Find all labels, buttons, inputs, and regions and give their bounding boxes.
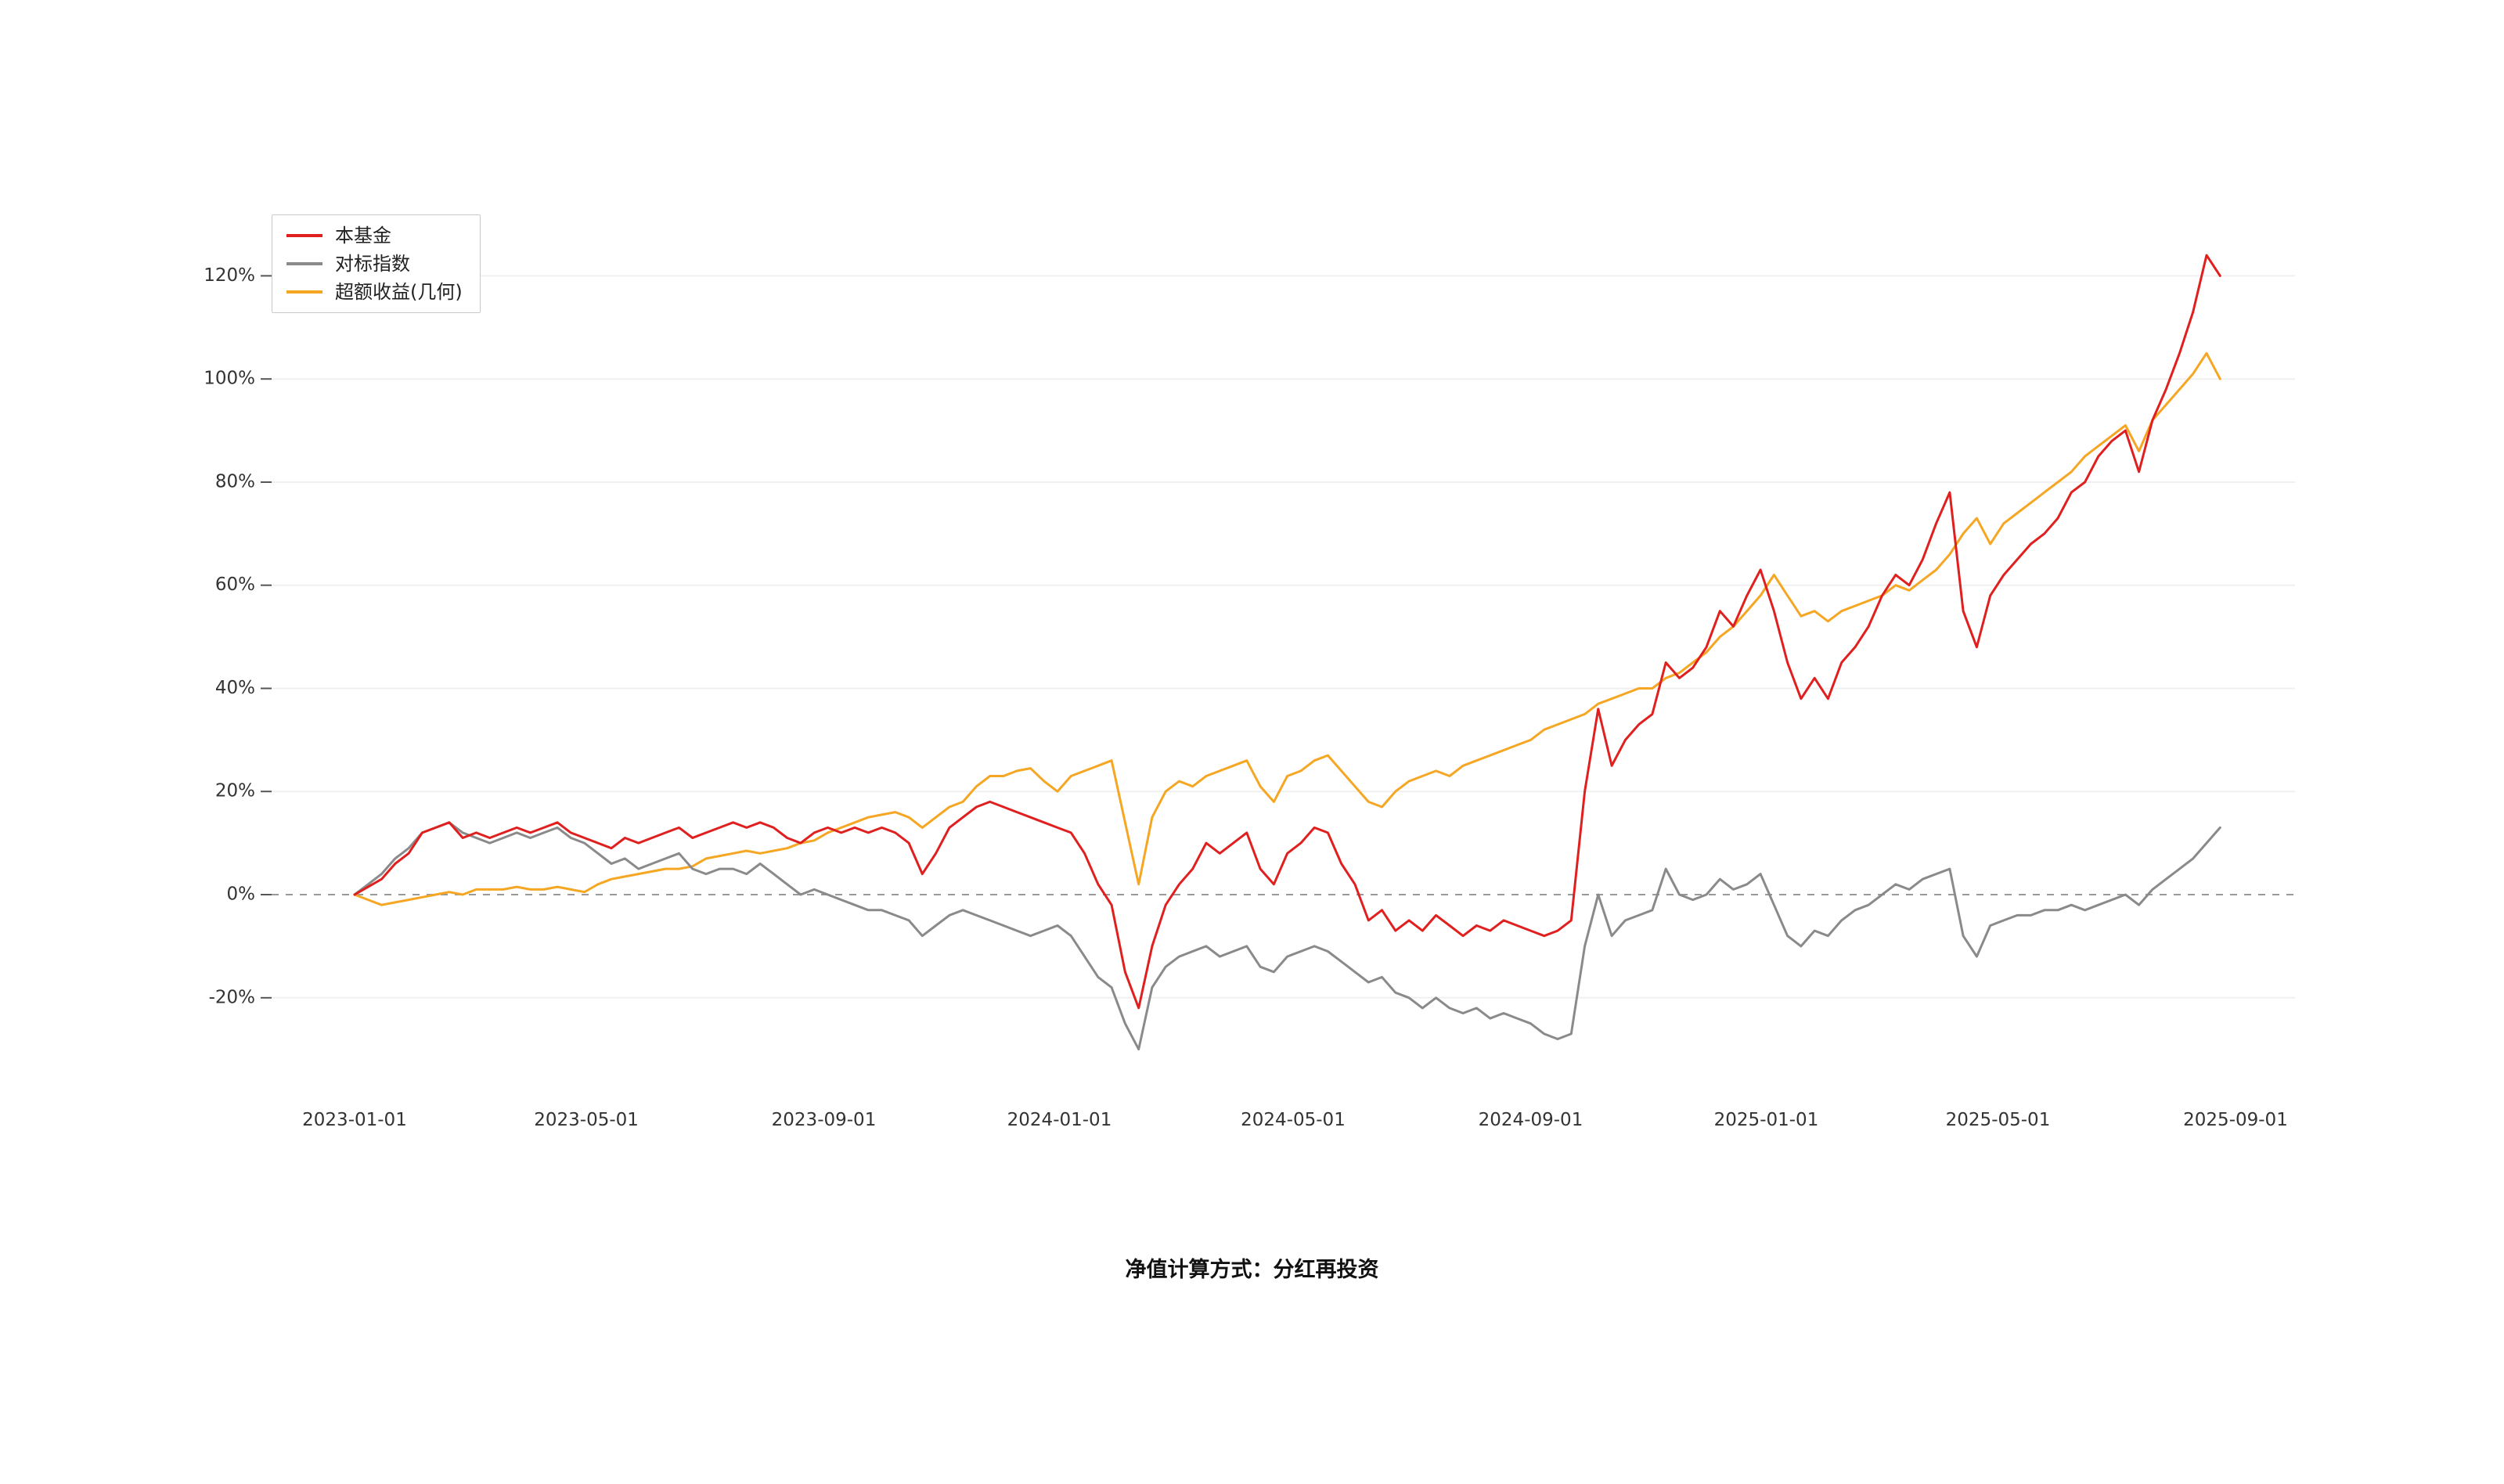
x-tick-label: 2023-09-01 [772,1110,877,1130]
x-tick-label: 2023-05-01 [534,1110,639,1130]
excess-return-line [353,351,2221,906]
legend-label-excess-return: 超额收益(几何) [335,281,463,303]
benchmark-line [353,821,2221,1051]
legend: 本基金 对标指数 超额收益(几何) [272,214,481,313]
legend-item-benchmark: 对标指数 [286,254,463,273]
y-tick-label: 80% [215,472,255,492]
y-tick-label: 100% [204,369,255,389]
x-tick-label: 2025-01-01 [1714,1110,1819,1130]
legend-label-fund: 本基金 [335,225,391,247]
x-tick-label: 2025-09-01 [2183,1110,2288,1130]
chart-footnote: 净值计算方式：分红再投资 [1125,1258,1379,1282]
legend-item-excess-return: 超额收益(几何) [286,283,463,301]
x-tick-label: 2024-01-01 [1007,1110,1112,1130]
y-tick-label: 0% [227,884,256,905]
y-tick-label: 60% [215,575,255,595]
x-tick-label: 2024-05-01 [1241,1110,1346,1130]
y-tick-label: 20% [215,781,255,801]
excess-return-line-swatch [286,290,322,294]
x-tick-label: 2023-01-01 [302,1110,407,1130]
y-tick-label: -20% [209,987,255,1007]
benchmark-line-swatch [286,262,322,265]
legend-label-benchmark: 对标指数 [335,253,410,275]
x-tick-label: 2024-09-01 [1479,1110,1583,1130]
y-tick-label: 40% [215,678,255,698]
fund-line-swatch [286,234,322,237]
fund-line [353,254,2221,1010]
x-tick-label: 2025-05-01 [1946,1110,2051,1130]
y-tick-label: 120% [204,265,255,286]
legend-item-fund: 本基金 [286,226,463,245]
